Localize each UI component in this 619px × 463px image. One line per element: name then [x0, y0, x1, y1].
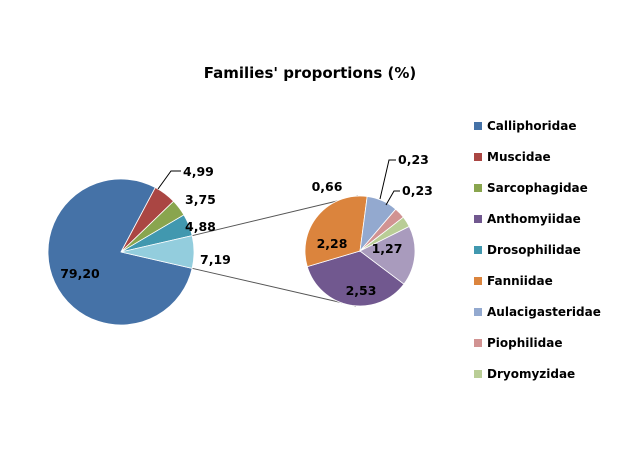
- connector-line-top: [191, 195, 359, 237]
- legend-label-sarcophagidae: Sarcophagidae: [487, 181, 588, 195]
- main-label-sarcophagidae: 3,75: [185, 192, 216, 207]
- chart-title: Families' proportions (%): [204, 64, 417, 82]
- secondary-label-aulacigasteridae: 0,66: [312, 179, 343, 194]
- legend-label-muscidae: Muscidae: [487, 150, 551, 164]
- secondary-slice-fanniidae: [304, 195, 368, 268]
- main-slice-other-expanded: [120, 235, 195, 269]
- legend-label-aulacigasteridae: Aulacigasteridae: [487, 305, 601, 319]
- secondary-slice-anthomyiidae: [306, 250, 405, 307]
- legend: Calliphoridae Muscidae Sarcophagidae Anthom…: [474, 119, 601, 381]
- secondary-label-dryomyzidae: 0,23: [402, 183, 433, 198]
- secondary-pie: [304, 195, 416, 307]
- main-label-drosophilidae: 4,88: [185, 219, 216, 234]
- secondary-slice-other: [359, 225, 416, 285]
- legend-label-drosophilidae: Drosophilidae: [487, 243, 581, 257]
- legend-label-calliphoridae: Calliphoridae: [487, 119, 576, 133]
- leader-muscidae: [157, 170, 181, 190]
- leader-piophilidae: [379, 159, 396, 200]
- connector-line-bottom: [191, 267, 357, 307]
- secondary-label-piophilidae: 0,23: [398, 152, 429, 167]
- legend-swatch-sarcophagidae: [474, 184, 482, 192]
- data-labels: 79,20 4,99 3,75 4,88 7,19 2,53 2,28 0,66 0,23 0,2…: [60, 152, 433, 298]
- main-pie: [47, 178, 195, 326]
- legend-swatch-dryomyzidae: [474, 370, 482, 378]
- main-slice-calliphoridae: [47, 178, 193, 326]
- legend-swatch-calliphoridae: [474, 122, 482, 130]
- legend-swatch-aulacigasteridae: [474, 308, 482, 316]
- secondary-label-other: 1,27: [372, 241, 403, 256]
- main-label-other-expanded: 7,19: [200, 252, 231, 267]
- secondary-label-anthomyiidae: 2,53: [346, 283, 377, 298]
- connector-lines: [191, 195, 359, 307]
- legend-swatch-piophilidae: [474, 339, 482, 347]
- legend-swatch-drosophilidae: [474, 246, 482, 254]
- legend-label-dryomyzidae: Dryomyzidae: [487, 367, 575, 381]
- legend-swatch-anthomyiidae: [474, 215, 482, 223]
- leader-dryomyzidae: [385, 190, 400, 206]
- secondary-label-fanniidae: 2,28: [317, 236, 348, 251]
- legend-swatch-fanniidae: [474, 277, 482, 285]
- main-label-calliphoridae: 79,20: [60, 266, 100, 281]
- main-label-muscidae: 4,99: [183, 164, 214, 179]
- legend-swatch-muscidae: [474, 153, 482, 161]
- legend-label-piophilidae: Piophilidae: [487, 336, 562, 350]
- legend-label-anthomyiidae: Anthomyiidae: [487, 212, 581, 226]
- legend-label-fanniidae: Fanniidae: [487, 274, 553, 288]
